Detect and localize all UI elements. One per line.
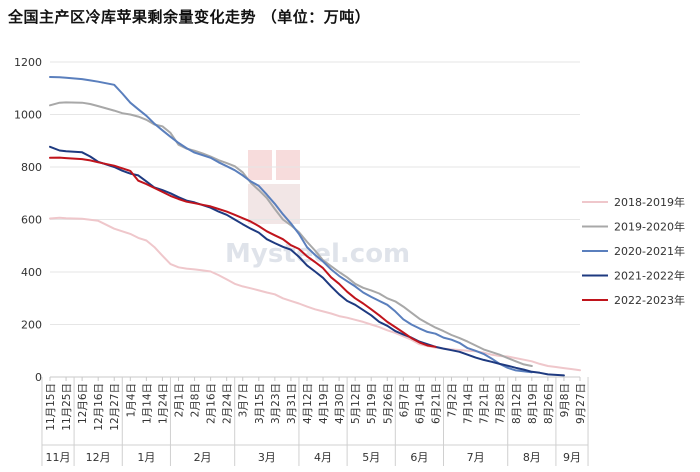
- x-tick-label: 7月21日: [479, 383, 491, 424]
- month-label: 5月: [362, 451, 380, 464]
- x-tick-label: 8月26日: [543, 383, 555, 424]
- x-tick-label: 2月1日: [173, 383, 185, 417]
- watermark-logo: [248, 150, 272, 180]
- month-label: 12月: [86, 451, 111, 464]
- x-tick-label: 6月14日: [414, 383, 426, 424]
- month-label: 4月: [314, 451, 332, 464]
- watermark-logo: [276, 150, 300, 180]
- y-tick-label: 200: [21, 319, 42, 332]
- month-label: 11月: [46, 451, 71, 464]
- series-line: [49, 101, 533, 367]
- x-tick-label: 4月12日: [302, 383, 314, 424]
- x-tick-label: 11月25日: [61, 383, 73, 431]
- x-tick-label: 12月27日: [109, 383, 121, 431]
- x-tick-label: 4月19日: [318, 383, 330, 424]
- x-tick-label: 8月12日: [511, 383, 523, 424]
- x-tick-label: 5月19日: [366, 383, 378, 424]
- month-label: 7月: [467, 451, 485, 464]
- series-line: [49, 156, 437, 348]
- x-tick-label: 3月23日: [270, 383, 282, 424]
- x-tick-label: 5月26日: [382, 383, 394, 424]
- series-line: [49, 216, 581, 372]
- series-lines: [49, 76, 581, 377]
- x-tick-label: 1月24日: [157, 383, 169, 424]
- x-tick-label: 7月14日: [463, 383, 475, 424]
- watermark: Mysteel.com: [225, 150, 410, 269]
- month-label: 1月: [137, 451, 155, 464]
- y-tick-label: 400: [21, 266, 42, 279]
- month-label: 8月: [523, 451, 541, 464]
- axes: 0 200 400 600 800 1000 1200 11月15日 11月25日 12月6日 12…: [14, 56, 589, 466]
- x-tick-label: 2月8日: [190, 383, 202, 417]
- x-tick-label: 12月6日: [77, 383, 89, 424]
- x-tick-label: 2月16日: [206, 383, 218, 424]
- month-label: 9月: [563, 451, 581, 464]
- x-tick-label: 8月19日: [527, 383, 539, 424]
- legend-label: 2022-2023年: [614, 293, 685, 307]
- x-tick-label: 3月31日: [286, 383, 298, 424]
- legend-label: 2019-2020年: [614, 220, 685, 234]
- x-tick-label: 4月30日: [334, 383, 346, 424]
- month-label: 3月: [258, 451, 276, 464]
- x-tick-label: 3月7日: [238, 383, 250, 417]
- x-tick-label: 1月14日: [141, 383, 153, 424]
- legend-label: 2021-2022年: [614, 269, 685, 283]
- x-tick-label: 5月12日: [350, 383, 362, 424]
- x-tick-label: 1月4日: [125, 383, 137, 417]
- series-line: [49, 145, 565, 377]
- chart-title: 全国主产区冷库苹果剩余量变化走势 （单位：万吨）: [8, 8, 371, 26]
- legend-label: 2020-2021年: [614, 244, 685, 258]
- y-tick-label: 1000: [14, 109, 42, 122]
- x-tick-label: 2月24日: [222, 383, 234, 424]
- x-tick-label: 6月21日: [430, 383, 442, 424]
- gridlines: [50, 61, 580, 325]
- y-tick-label: 600: [21, 214, 42, 227]
- y-tick-label: 0: [35, 371, 42, 384]
- y-tick-label: 800: [21, 161, 42, 174]
- x-tick-label: 7月2日: [447, 383, 459, 417]
- x-tick-label: 9月27日: [575, 383, 587, 424]
- month-label: 6月: [410, 451, 428, 464]
- month-label: 2月: [194, 451, 212, 464]
- x-tick-label: 12月16日: [93, 383, 105, 431]
- series-line: [49, 76, 533, 374]
- y-tick-label: 1200: [14, 56, 42, 69]
- legend: 2018-2019年 2019-2020年 2020-2021年 2021-2022年…: [582, 195, 685, 307]
- x-tick-label: 3月15日: [254, 383, 266, 424]
- legend-label: 2018-2019年: [614, 195, 685, 209]
- x-tick-label: 11月15日: [45, 383, 57, 431]
- x-tick-label: 7月28日: [495, 383, 507, 424]
- x-tick-label: 9月8日: [559, 383, 571, 417]
- x-tick-label: 6月7日: [398, 383, 410, 417]
